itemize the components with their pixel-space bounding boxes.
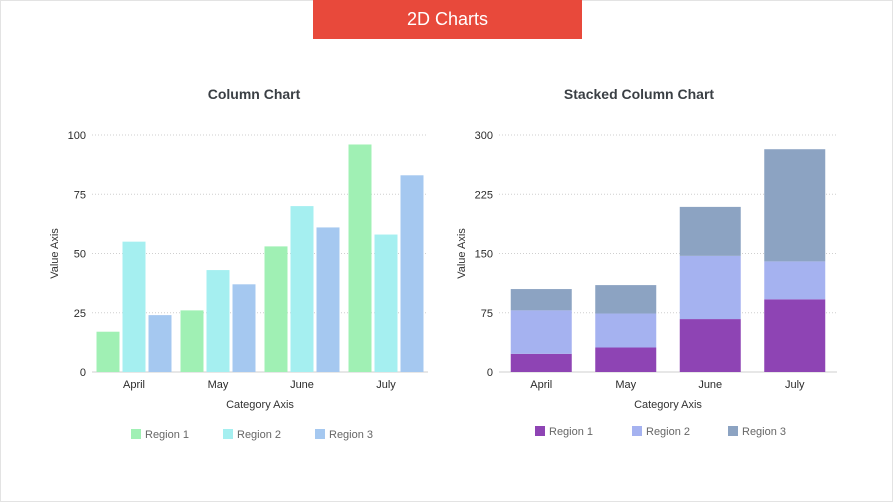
bar-may-region-2 [206,270,230,372]
x-tick-label: June [290,379,314,391]
x-tick-label: July [376,379,396,391]
x-tick-label: April [123,379,145,391]
x-axis-title: Category Axis [226,399,294,411]
bar-june-region-2 [679,255,741,320]
bar-may-region-1 [180,310,204,372]
y-tick-label: 300 [475,130,493,142]
y-tick-label: 0 [80,367,86,379]
bar-june-region-2 [290,206,314,372]
legend-swatch-region-3 [315,429,325,439]
y-tick-label: 225 [475,189,493,201]
y-tick-label: 75 [74,189,86,201]
bar-may-region-3 [595,285,657,314]
legend-label-region-1: Region 1 [549,426,593,438]
y-tick-label: 0 [487,367,493,379]
bar-may-region-1 [595,347,657,372]
y-tick-label: 50 [74,249,86,261]
chart-title: Stacked Column Chart [564,86,714,102]
legend-swatch-region-1 [131,429,141,439]
bar-july-region-2 [764,261,826,300]
bar-july-region-1 [348,144,372,372]
bar-june-region-1 [679,319,741,372]
legend-label-region-3: Region 3 [742,426,786,438]
x-tick-label: June [698,379,722,391]
x-axis-title: Category Axis [634,399,702,411]
bar-april-region-3 [510,289,572,311]
y-axis-title: Value Axis [49,228,61,279]
bar-july-region-2 [374,234,398,372]
legend-label-region-2: Region 2 [237,429,281,441]
x-tick-label: July [785,379,805,391]
bar-april-region-1 [96,331,120,372]
legend-label-region-1: Region 1 [145,429,189,441]
bar-april-region-2 [510,310,572,354]
x-tick-label: April [530,379,552,391]
y-tick-label: 25 [74,308,86,320]
legend-swatch-region-2 [632,426,642,436]
column-chart: Column Chart 0 25 50 75 100 April May June July Ca… [49,86,428,441]
bar-may-region-3 [232,284,256,372]
legend-label-region-3: Region 3 [329,429,373,441]
x-tick-label: May [615,379,636,391]
legend-swatch-region-2 [223,429,233,439]
legend-label-region-2: Region 2 [646,426,690,438]
bar-may-region-2 [595,313,657,348]
bar-april-region-2 [122,241,146,372]
bar-june-region-3 [316,227,340,372]
y-tick-label: 100 [68,130,86,142]
x-tick-label: May [208,379,229,391]
bar-june-region-1 [264,246,288,372]
y-tick-label: 75 [481,308,493,320]
stacked-column-chart: Stacked Column Chart 0 75 150 225 300 April May… [456,86,837,438]
legend-swatch-region-3 [728,426,738,436]
bar-july-region-3 [764,149,826,262]
bar-april-region-1 [510,353,572,372]
chart-title: Column Chart [208,86,301,102]
bar-july-region-1 [764,299,826,372]
page-title-banner: 2D Charts [313,0,582,39]
bar-april-region-3 [148,315,172,372]
legend-swatch-region-1 [535,426,545,436]
bar-june-region-3 [679,206,741,256]
bar-july-region-3 [400,175,424,372]
y-tick-label: 150 [475,249,493,261]
y-axis-title: Value Axis [456,228,468,279]
